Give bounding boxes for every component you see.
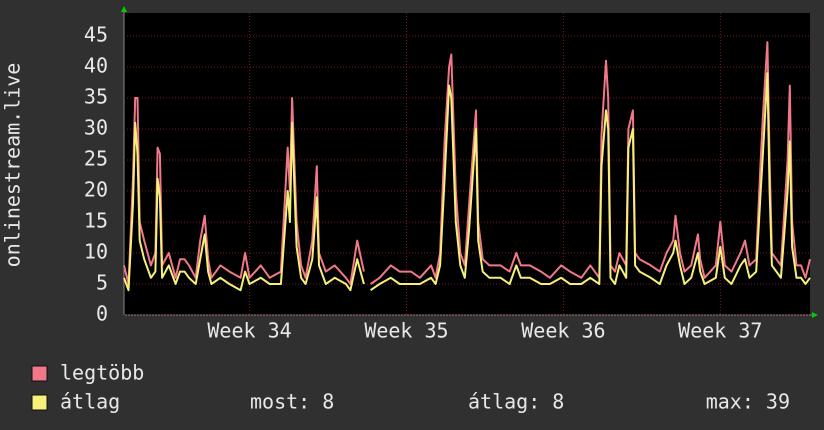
x-tick-label: Week 35 bbox=[364, 319, 448, 343]
y-tick-label: 15 bbox=[84, 208, 108, 232]
y-tick-label: 0 bbox=[96, 302, 108, 326]
x-tick-label: Week 37 bbox=[678, 319, 762, 343]
legend-swatch bbox=[31, 365, 48, 382]
legend-stat: most: 8 bbox=[250, 390, 334, 414]
y-tick-label: 5 bbox=[96, 270, 108, 294]
y-tick-label: 40 bbox=[84, 53, 108, 77]
axis-arrow bbox=[812, 312, 818, 318]
legend-swatch bbox=[31, 394, 48, 411]
y-tick-label: 30 bbox=[84, 115, 108, 139]
y-tick-label: 10 bbox=[84, 239, 108, 263]
axis-arrow bbox=[121, 6, 127, 12]
legend-stat: max: 39 bbox=[706, 390, 790, 414]
y-tick-label: 35 bbox=[84, 84, 108, 108]
y-tick-label: 25 bbox=[84, 146, 108, 170]
legend-label: legtöbb bbox=[60, 361, 144, 385]
x-tick-label: Week 36 bbox=[521, 319, 605, 343]
series-line bbox=[123, 41, 811, 285]
series-line bbox=[123, 72, 811, 292]
legend-label: átlag bbox=[60, 390, 120, 414]
y-tick-label: 45 bbox=[84, 22, 108, 46]
legend-stat: átlag: 8 bbox=[468, 390, 564, 414]
x-tick-label: Week 34 bbox=[207, 319, 291, 343]
y-axis-label: onlinestream.live bbox=[1, 63, 25, 268]
y-tick-label: 20 bbox=[84, 177, 108, 201]
